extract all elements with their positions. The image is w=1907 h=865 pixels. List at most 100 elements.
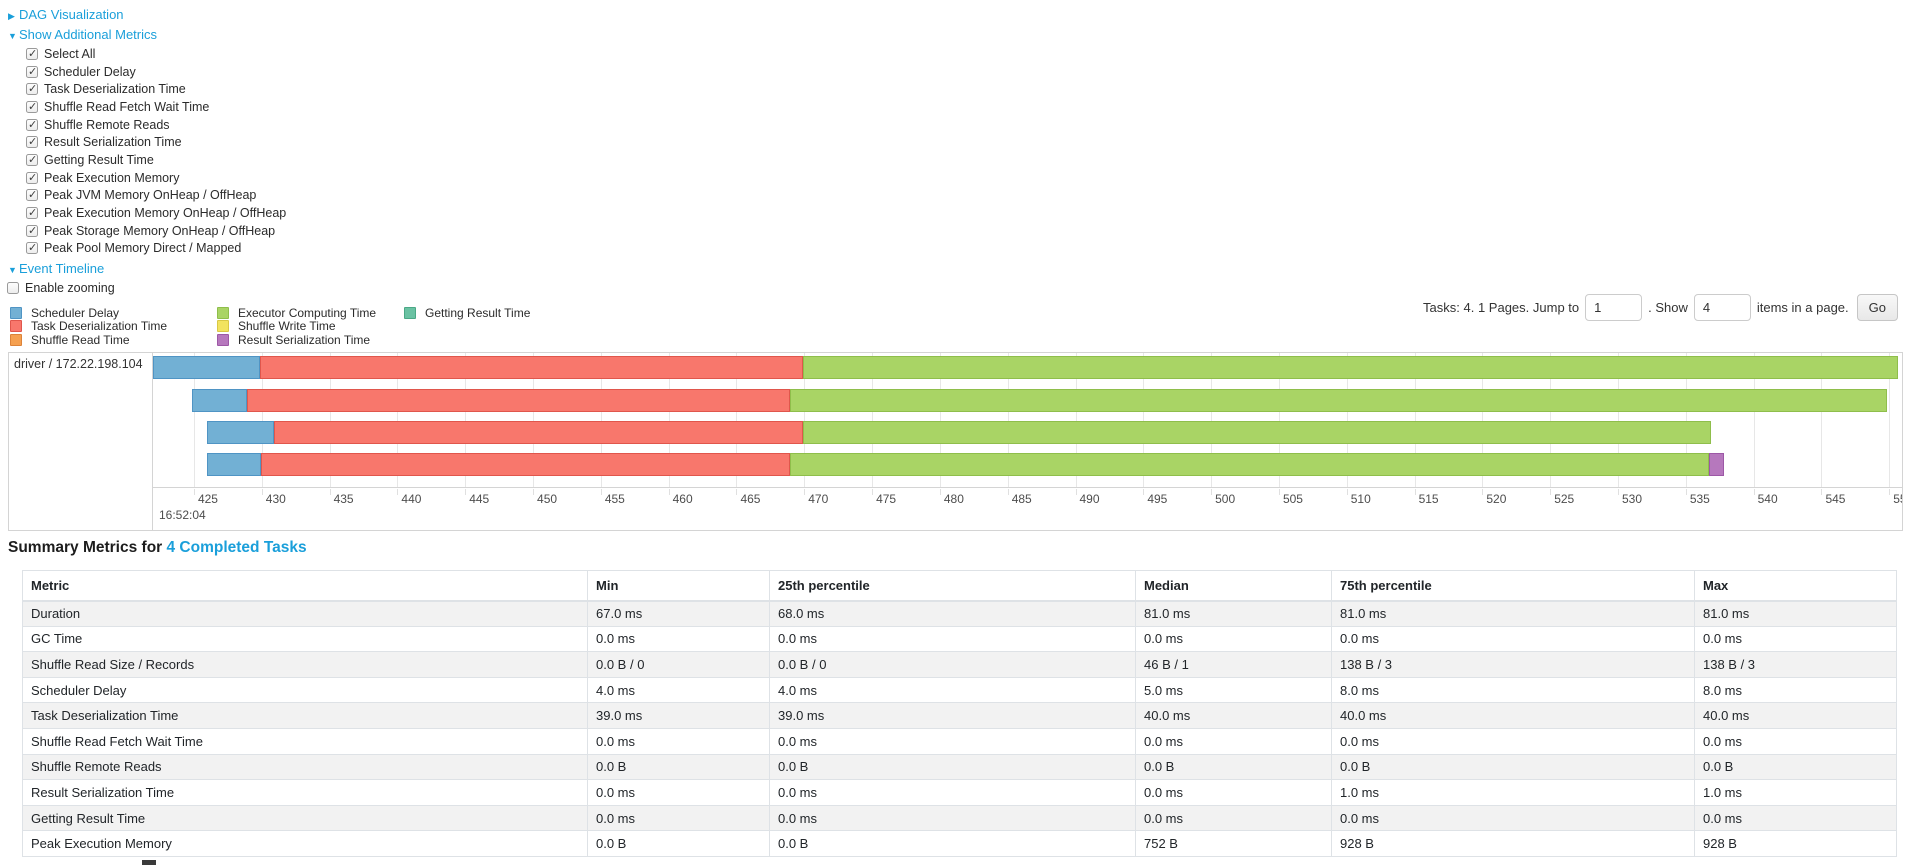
- segment-scheduler-delay[interactable]: [207, 453, 262, 476]
- axis-tick-label: 505: [1282, 492, 1303, 506]
- metric-value-cell: 0.0 B: [1331, 753, 1695, 781]
- timeline-legend: Scheduler Delay Task Deserialization Time…: [10, 306, 552, 347]
- gridline: [533, 353, 535, 487]
- segment-scheduler-delay[interactable]: [153, 356, 261, 379]
- items-per-page-input[interactable]: [1693, 294, 1751, 321]
- event-timeline-toggle[interactable]: ▼ Event Timeline: [8, 261, 104, 276]
- checkbox-shuffle-read-fetch-wait-time[interactable]: Shuffle Read Fetch Wait Time: [26, 98, 286, 116]
- axis-tick-label: 450: [537, 492, 558, 506]
- gridline: [1075, 353, 1077, 487]
- checkbox-select-all[interactable]: Select All: [26, 45, 286, 63]
- segment-result-serialization-time[interactable]: [1709, 453, 1725, 476]
- checkbox-result-serialization-time[interactable]: Result Serialization Time: [26, 133, 286, 151]
- segment-task-deserialization-time[interactable]: [274, 421, 803, 444]
- enable-zooming-checkbox[interactable]: Enable zooming: [7, 281, 115, 295]
- metric-row-shuffle-read-size-records: Shuffle Read Size / Records 0.0 B / 0 0.0 …: [22, 651, 1897, 678]
- executor-computing-time-swatch-icon: [217, 306, 229, 319]
- metric-value-cell: 0.0 ms: [1694, 804, 1897, 832]
- metric-row-shuffle-read-fetch-wait-time: Shuffle Read Fetch Wait Time 0.0 ms 0.0 ms…: [22, 727, 1897, 755]
- metric-value-cell: 0.0 ms: [1135, 727, 1332, 755]
- getting-result-time-swatch-icon: [404, 306, 416, 319]
- show-additional-metrics-toggle[interactable]: ▼ Show Additional Metrics: [8, 27, 157, 42]
- checkbox-label: Peak Execution Memory OnHeap / OffHeap: [44, 206, 287, 221]
- axis-tick-label: 490: [1079, 492, 1100, 506]
- go-button[interactable]: Go: [1856, 294, 1898, 321]
- segment-executor-computing-time[interactable]: [802, 356, 1899, 379]
- task-bar-0[interactable]: [153, 356, 1902, 379]
- metric-value-cell: 4.0 ms: [769, 676, 1136, 704]
- metric-value-cell: 928 B: [1694, 830, 1897, 857]
- segment-task-deserialization-time[interactable]: [260, 356, 803, 379]
- checkbox-label: Peak Storage Memory OnHeap / OffHeap: [44, 223, 276, 238]
- segment-scheduler-delay[interactable]: [192, 389, 248, 412]
- checkbox-label: Shuffle Remote Reads: [44, 117, 170, 132]
- checkbox-shuffle-remote-reads[interactable]: Shuffle Remote Reads: [26, 116, 286, 134]
- metric-value-cell: 0.0 ms: [769, 804, 1136, 832]
- axis-tick: [329, 489, 331, 495]
- legend-column: Executor Computing Time Shuffle Write Tim…: [217, 306, 382, 347]
- task-bar-2[interactable]: [153, 421, 1902, 444]
- axis-tick-label: 455: [604, 492, 625, 506]
- summary-title-prefix: Summary Metrics for: [8, 539, 167, 556]
- task-bar-1[interactable]: [153, 389, 1902, 412]
- checkbox-icon: [26, 135, 38, 149]
- pagination-suffix: items in a page.: [1756, 300, 1849, 315]
- jump-to-page-input[interactable]: [1585, 294, 1643, 321]
- dag-visualization-label: DAG Visualization: [19, 7, 124, 22]
- segment-scheduler-delay[interactable]: [207, 421, 275, 444]
- legend-item-result-serialization-time: Result Serialization Time: [217, 333, 382, 347]
- checkbox-icon: [26, 153, 38, 166]
- completed-tasks-link[interactable]: 4 Completed Tasks: [166, 539, 307, 556]
- checkbox-peak-storage-memory-onheap-offheap[interactable]: Peak Storage Memory OnHeap / OffHeap: [26, 222, 286, 240]
- metric-value-cell: 0.0 B: [587, 830, 770, 857]
- gridline: [1618, 353, 1619, 487]
- checkbox-icon: [26, 224, 38, 237]
- timeline-plot-area[interactable]: [153, 353, 1902, 488]
- metric-value-cell: 40.0 ms: [1135, 702, 1332, 729]
- axis-tick: [397, 489, 399, 495]
- checkbox-getting-result-time[interactable]: Getting Result Time: [26, 151, 286, 169]
- segment-task-deserialization-time[interactable]: [247, 389, 790, 412]
- gridline: [465, 353, 467, 487]
- checkbox-task-deserialization-time[interactable]: Task Deserialization Time: [26, 80, 286, 98]
- legend-item-scheduler-delay: Scheduler Delay: [10, 306, 195, 320]
- gridline: [600, 353, 602, 487]
- task-bar-3[interactable]: [153, 453, 1902, 476]
- metric-row-getting-result-time: Getting Result Time 0.0 ms 0.0 ms 0.0 ms 0.0…: [22, 804, 1897, 832]
- legend-label: Task Deserialization Time: [31, 319, 168, 334]
- segment-executor-computing-time[interactable]: [789, 389, 1888, 412]
- checkbox-peak-execution-memory[interactable]: Peak Execution Memory: [26, 169, 286, 187]
- axis-tick: [1550, 489, 1552, 495]
- checkbox-peak-pool-memory-direct-mapped[interactable]: Peak Pool Memory Direct / Mapped: [26, 240, 286, 258]
- scheduler-delay-swatch-icon: [10, 306, 22, 319]
- legend-item-task-deserialization-time: Task Deserialization Time: [10, 319, 195, 334]
- checkbox-peak-jvm-memory-onheap-offheap[interactable]: Peak JVM Memory OnHeap / OffHeap: [26, 187, 286, 205]
- checkbox-peak-execution-memory-onheap-offheap[interactable]: Peak Execution Memory OnHeap / OffHeap: [26, 204, 286, 222]
- axis-tick: [1618, 489, 1619, 495]
- segment-executor-computing-time[interactable]: [802, 421, 1712, 444]
- segment-executor-computing-time[interactable]: [789, 453, 1710, 476]
- event-timeline-chart: driver / 172.22.198.104 425 430 435 440 445 4…: [8, 352, 1903, 531]
- checkbox-scheduler-delay[interactable]: Scheduler Delay: [26, 63, 286, 81]
- executor-label-column: driver / 172.22.198.104: [9, 353, 153, 530]
- metric-row-duration: Duration 67.0 ms 68.0 ms 81.0 ms 81.0 ms 81.0…: [22, 600, 1897, 627]
- metric-value-cell: 0.0 B: [587, 753, 770, 781]
- axis-tick: [1889, 489, 1891, 495]
- checkbox-icon: [26, 100, 38, 113]
- gridline: [736, 353, 738, 487]
- metric-value-cell: 40.0 ms: [1694, 702, 1897, 729]
- segment-task-deserialization-time[interactable]: [261, 453, 790, 476]
- column-header-metric: Metric: [22, 570, 588, 602]
- axis-tick: [1143, 489, 1145, 495]
- metric-value-cell: 8.0 ms: [1331, 676, 1695, 704]
- gridline: [1346, 353, 1348, 487]
- metric-value-cell: 0.0 ms: [1135, 804, 1332, 832]
- task-pagination: Tasks: 4. 1 Pages. Jump to . Show items …: [1423, 294, 1898, 321]
- axis-tick-label: 500: [1215, 492, 1236, 506]
- metric-row-result-serialization-time: Result Serialization Time 0.0 ms 0.0 ms 0.0…: [22, 779, 1897, 806]
- checkbox-label: Scheduler Delay: [44, 64, 136, 79]
- checkbox-icon: [26, 118, 38, 131]
- dag-visualization-toggle[interactable]: ▶ DAG Visualization: [8, 7, 124, 22]
- axis-tick-label: 475: [876, 492, 897, 506]
